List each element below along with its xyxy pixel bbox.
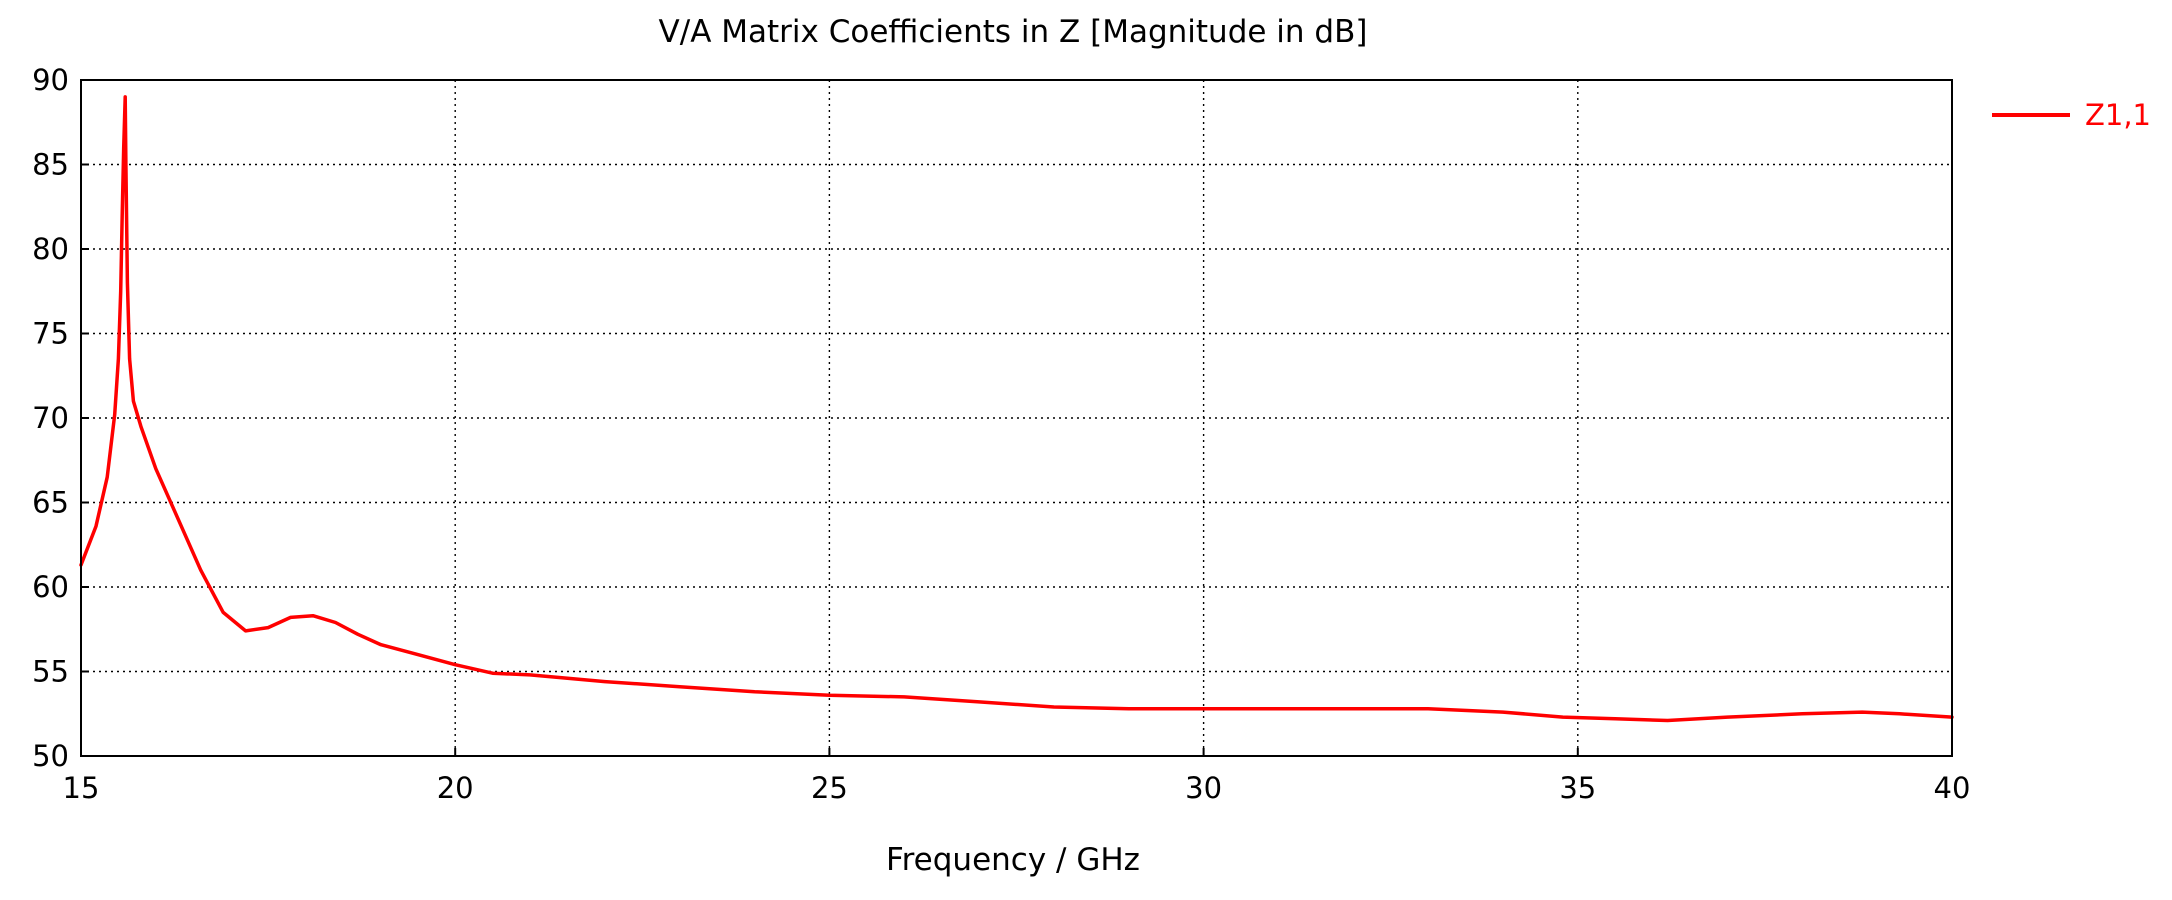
y-tick-label: 85 [32, 148, 69, 182]
series-layer [79, 95, 1954, 723]
y-tick-label: 80 [32, 232, 69, 266]
y-tick-label: 50 [32, 739, 69, 773]
x-tick-label: 40 [1934, 771, 1971, 805]
x-tick-label: 35 [1559, 771, 1596, 805]
x-tick-label: 25 [811, 771, 848, 805]
legend[interactable]: Z1,1 [1992, 98, 2151, 132]
x-tick-label: 30 [1185, 771, 1222, 805]
legend-label: Z1,1 [2085, 98, 2151, 132]
y-tick-label: 60 [32, 570, 69, 604]
y-tick-label: 70 [32, 401, 69, 435]
y-tick-label: 75 [32, 317, 69, 351]
y-tick-label: 90 [32, 63, 69, 97]
y-tick-label: 55 [32, 655, 69, 689]
grid [81, 80, 1952, 756]
x-tick-label: 20 [437, 771, 474, 805]
y-tick-label: 65 [32, 486, 69, 520]
chart-title: V/A Matrix Coefficients in Z [Magnitude … [659, 14, 1368, 50]
ticks: 15 20 25 30 35 40 50 55 60 65 70 75 80 85 90 [32, 63, 1970, 805]
series-line-z1-1 [79, 95, 1954, 723]
x-axis-label: Frequency / GHz [886, 842, 1140, 878]
x-tick-label: 15 [63, 771, 100, 805]
